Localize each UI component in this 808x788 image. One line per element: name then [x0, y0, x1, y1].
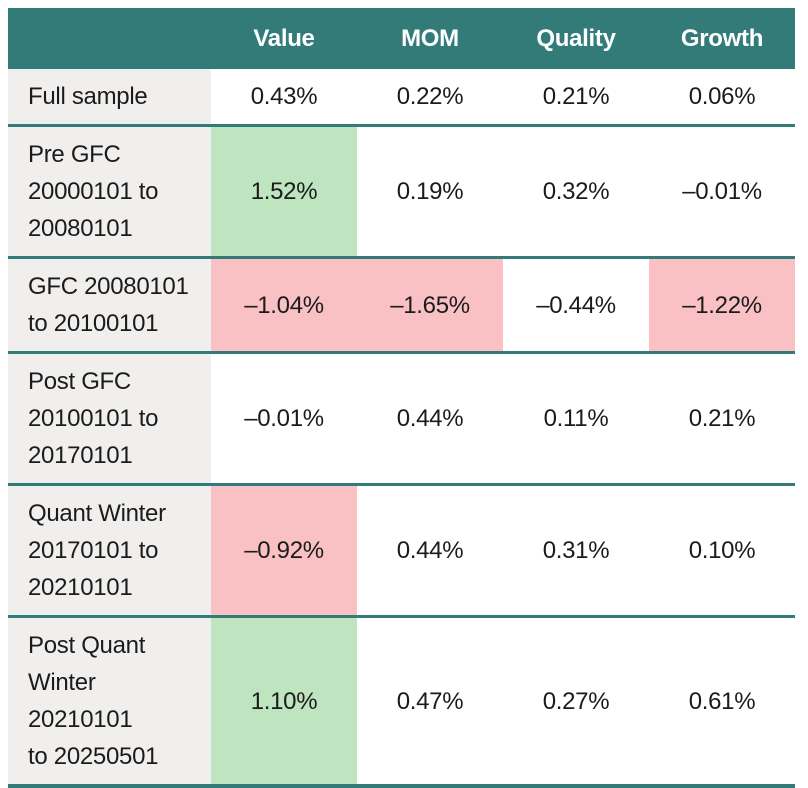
value-cell: 0.61% [688, 687, 756, 715]
value-cell: –0.01% [244, 405, 324, 432]
factor-performance-table: Value MOM Quality Growth Full sample 0.43% 0.… [8, 8, 795, 788]
value-cell: 1.52% [211, 125, 357, 258]
column-header: Value [211, 8, 357, 69]
table-row: Full sample 0.43% 0.22% 0.21% 0.06% [8, 69, 795, 126]
value-cell: 0.11% [543, 405, 609, 432]
value-cell: 0.31% [542, 537, 610, 564]
table-row: Post GFC 20100101 to 20170101 –0.01% 0.44%… [8, 352, 795, 485]
table-row: Post Quant Winter 20210101 to 20250501 1.… [8, 616, 795, 786]
value-cell: 0.43% [250, 83, 318, 110]
value-cell: –1.04% [211, 257, 357, 353]
table-row: GFC 20080101 to 20100101 –1.04% –1.65% –0.4… [8, 257, 795, 353]
value-cell: 0.27% [542, 687, 610, 715]
table-row: Pre GFC 20000101 to 20080101 1.52% 0.19% 0.… [8, 125, 795, 258]
value-cell: 0.21% [688, 405, 756, 432]
value-cell: 0.44% [396, 405, 464, 432]
value-cell: 0.44% [396, 537, 464, 564]
header-row: Value MOM Quality Growth [8, 8, 795, 69]
row-period-label: Pre GFC 20000101 to 20080101 [8, 125, 211, 258]
table-body: Full sample 0.43% 0.22% 0.21% 0.06% Pre GFC 2… [8, 69, 795, 786]
column-header: Growth [649, 8, 795, 69]
column-header: Quality [503, 8, 649, 69]
row-period-label: GFC 20080101 to 20100101 [8, 257, 211, 353]
value-cell: –0.44% [536, 291, 616, 319]
value-cell: 0.32% [542, 178, 610, 205]
value-cell: 0.10% [688, 537, 756, 564]
value-cell: 0.19% [396, 178, 464, 205]
row-period-label: Quant Winter 20170101 to 20210101 [8, 484, 211, 617]
table-header: Value MOM Quality Growth [8, 8, 795, 69]
column-header: MOM [357, 8, 503, 69]
value-cell: 0.06% [688, 83, 756, 110]
row-period-label: Full sample [8, 69, 211, 126]
row-period-label: Post Quant Winter 20210101 to 20250501 [8, 616, 211, 786]
value-cell: 0.47% [396, 687, 464, 715]
value-cell: –1.22% [649, 257, 795, 353]
value-cell: –0.01% [682, 178, 762, 205]
corner-header-cell [8, 8, 211, 69]
row-period-label: Post GFC 20100101 to 20170101 [8, 352, 211, 485]
value-cell: –1.65% [357, 257, 503, 353]
value-cell: 0.22% [396, 83, 464, 110]
value-cell: 0.21% [542, 83, 610, 110]
value-cell: 1.10% [211, 616, 357, 786]
table-row: Quant Winter 20170101 to 20210101 –0.92% 0… [8, 484, 795, 617]
value-cell: –0.92% [211, 484, 357, 617]
